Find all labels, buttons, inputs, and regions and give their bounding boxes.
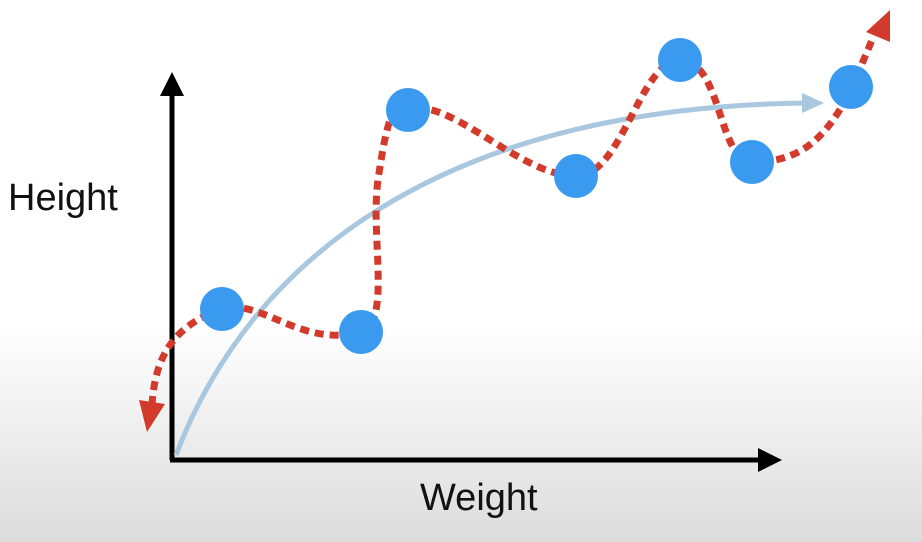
point bbox=[730, 140, 774, 184]
point bbox=[200, 287, 244, 331]
point bbox=[554, 154, 598, 198]
overfit-arrow-left bbox=[139, 400, 165, 432]
point bbox=[658, 38, 702, 82]
x-axis-arrow bbox=[758, 448, 782, 472]
good-fit-curve bbox=[173, 100, 806, 456]
overfit-arrow-right bbox=[866, 10, 890, 42]
y-axis-label: Height bbox=[8, 177, 118, 219]
overfit-curve bbox=[148, 38, 876, 406]
point bbox=[339, 310, 383, 354]
good-fit-arrow bbox=[802, 93, 824, 113]
points bbox=[200, 38, 873, 354]
y-axis-arrow bbox=[160, 72, 184, 96]
point bbox=[829, 65, 873, 109]
point bbox=[386, 88, 430, 132]
x-axis-label: Weight bbox=[420, 477, 538, 519]
